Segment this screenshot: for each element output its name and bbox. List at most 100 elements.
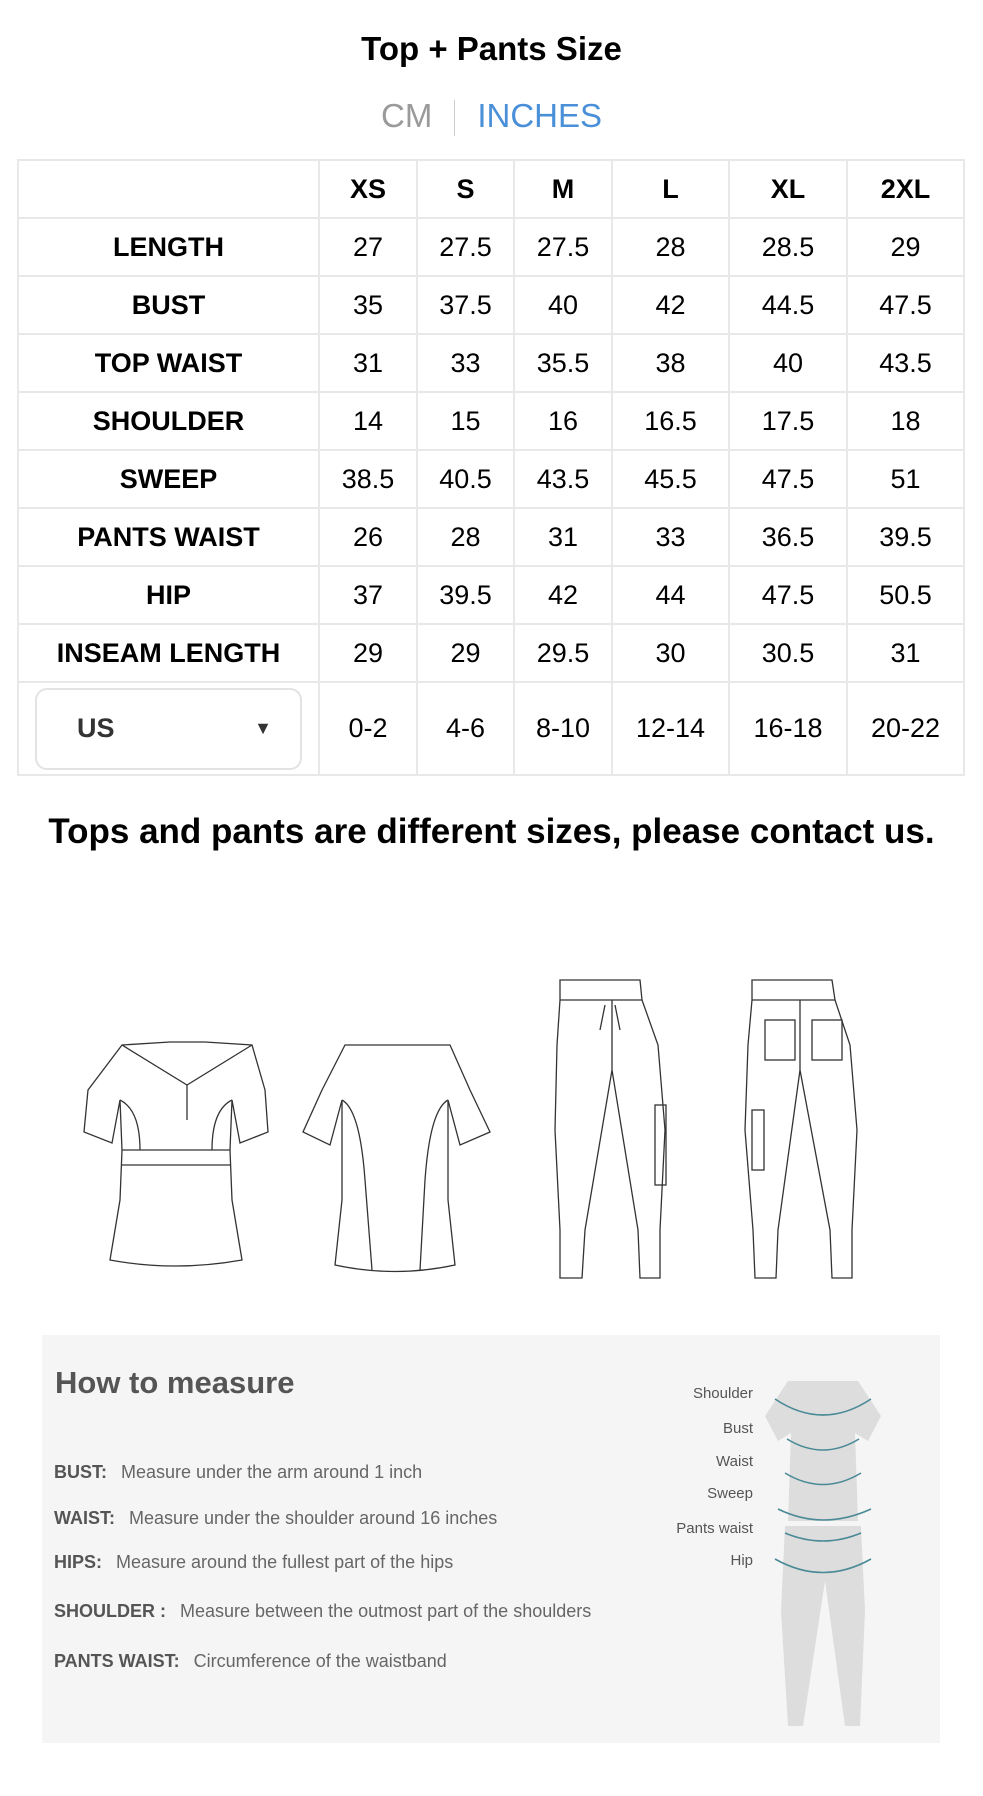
how-to-measure-title: How to measure xyxy=(55,1365,295,1400)
table-cell: 27.5 xyxy=(416,217,515,277)
figure-label: Hip xyxy=(730,1552,753,1569)
header-row: XS S M L XL 2XL xyxy=(17,159,965,219)
region-size-cell: 4-6 xyxy=(416,681,515,776)
table-cell: 29.5 xyxy=(513,623,613,683)
table-cell: 40.5 xyxy=(416,449,515,509)
table-cell: 28 xyxy=(611,217,730,277)
table-cell: 30.5 xyxy=(728,623,848,683)
body-figure xyxy=(765,1381,881,1726)
tab-cm[interactable]: CM xyxy=(380,97,433,134)
figure-label: Bust xyxy=(722,1420,753,1437)
size-header: S xyxy=(416,159,515,219)
row-label: TOP WAIST xyxy=(17,333,320,393)
table-row: LENGTH 27 27.5 27.5 28 28.5 29 xyxy=(17,217,965,277)
table-cell: 28.5 xyxy=(728,217,848,277)
measure-text: Measure around the fullest part of the h… xyxy=(116,1552,454,1572)
tab-divider xyxy=(454,100,456,137)
figure-label: Waist xyxy=(716,1453,753,1470)
measure-text: Measure under the shoulder around 16 inc… xyxy=(129,1508,498,1528)
table-row: BUST 35 37.5 40 42 44.5 47.5 xyxy=(17,275,965,335)
measure-item: BUST: Measure under the arm around 1 inch xyxy=(54,1462,422,1483)
table-cell: 47.5 xyxy=(728,449,848,509)
measure-item: SHOULDER : Measure between the outmost pa… xyxy=(54,1601,591,1622)
table-cell: 44 xyxy=(611,565,730,625)
table-row: SHOULDER 14 15 16 16.5 17.5 18 xyxy=(17,391,965,451)
table-cell: 29 xyxy=(416,623,515,683)
measure-item: PANTS WAIST: Circumference of the waistba… xyxy=(54,1651,447,1672)
tab-inches[interactable]: INCHES xyxy=(477,97,602,134)
region-size-cell: 16-18 xyxy=(728,681,848,776)
table-cell: 43.5 xyxy=(846,333,965,393)
table-cell: 42 xyxy=(513,565,613,625)
row-label: SHOULDER xyxy=(17,391,320,451)
region-size-cell: 0-2 xyxy=(318,681,418,776)
size-header: 2XL xyxy=(846,159,965,219)
table-cell: 14 xyxy=(318,391,418,451)
row-label: PANTS WAIST xyxy=(17,507,320,567)
table-cell: 38 xyxy=(611,333,730,393)
pants-front-sketch xyxy=(554,979,667,1279)
row-label: INSEAM LENGTH xyxy=(17,623,320,683)
table-cell: 36.5 xyxy=(728,507,848,567)
table-cell: 15 xyxy=(416,391,515,451)
table-cell: 50.5 xyxy=(846,565,965,625)
figure-label: Shoulder xyxy=(692,1385,753,1402)
pants-back-sketch xyxy=(744,979,858,1279)
region-select-value: US xyxy=(77,713,115,743)
table-cell: 40 xyxy=(728,333,848,393)
table-cell: 51 xyxy=(846,449,965,509)
table-cell: 17.5 xyxy=(728,391,848,451)
table-cell: 33 xyxy=(611,507,730,567)
table-cell: 42 xyxy=(611,275,730,335)
table-cell: 40 xyxy=(513,275,613,335)
figure-label: Pants waist xyxy=(676,1520,753,1537)
table-cell: 47.5 xyxy=(846,275,965,335)
table-cell: 31 xyxy=(846,623,965,683)
table-cell: 29 xyxy=(318,623,418,683)
measure-label: WAIST: xyxy=(54,1508,115,1528)
table-cell: 18 xyxy=(846,391,965,451)
row-label: SWEEP xyxy=(17,449,320,509)
table-cell: 39.5 xyxy=(846,507,965,567)
table-row: INSEAM LENGTH 29 29 29.5 30 30.5 31 xyxy=(17,623,965,683)
table-cell: 47.5 xyxy=(728,565,848,625)
table-row: HIP 37 39.5 42 44 47.5 50.5 xyxy=(17,565,965,625)
region-size-cell: 20-22 xyxy=(846,681,965,776)
garment-sketches xyxy=(83,979,858,1279)
page-title: Top + Pants Size xyxy=(361,30,622,67)
size-table: XS S M L XL 2XL LENGTH 27 27.5 27.5 28 28.5 29 BUST 35… xyxy=(17,159,965,776)
table-cell: 33 xyxy=(416,333,515,393)
table-cell: 28 xyxy=(416,507,515,567)
measure-label: BUST: xyxy=(54,1462,107,1482)
how-to-measure-panel: How to measure BUST: Measure under the ar… xyxy=(42,1335,940,1743)
figure-label: Sweep xyxy=(707,1485,753,1502)
table-cell: 31 xyxy=(513,507,613,567)
table-cell: 43.5 xyxy=(513,449,613,509)
table-cell: 31 xyxy=(318,333,418,393)
table-cell: 39.5 xyxy=(416,565,515,625)
table-cell: 44.5 xyxy=(728,275,848,335)
table-cell: 16.5 xyxy=(611,391,730,451)
region-size-cell: 8-10 xyxy=(513,681,613,776)
measure-item: WAIST: Measure under the shoulder around … xyxy=(54,1508,497,1529)
table-cell: 38.5 xyxy=(318,449,418,509)
table-cell: 45.5 xyxy=(611,449,730,509)
measure-item: HIPS: Measure around the fullest part of … xyxy=(54,1552,453,1573)
corner-cell xyxy=(17,159,320,219)
table-cell: 27 xyxy=(318,217,418,277)
size-header: XL xyxy=(728,159,848,219)
row-label: HIP xyxy=(17,565,320,625)
table-cell: 35.5 xyxy=(513,333,613,393)
size-header: M xyxy=(513,159,613,219)
region-row: US ▼ 0-2 4-6 8-10 12-14 16-18 20-22 xyxy=(17,681,965,776)
region-select[interactable]: US ▼ xyxy=(35,687,302,770)
measure-label: HIPS: xyxy=(54,1552,103,1572)
table-cell: 26 xyxy=(318,507,418,567)
top-back-sketch xyxy=(302,1044,491,1273)
table-row: SWEEP 38.5 40.5 43.5 45.5 47.5 51 xyxy=(17,449,965,509)
table-cell: 35 xyxy=(318,275,418,335)
table-cell: 29 xyxy=(846,217,965,277)
caret-down-icon: ▼ xyxy=(254,718,272,738)
size-note: Tops and pants are different sizes, plea… xyxy=(48,812,935,851)
size-header: XS xyxy=(318,159,418,219)
